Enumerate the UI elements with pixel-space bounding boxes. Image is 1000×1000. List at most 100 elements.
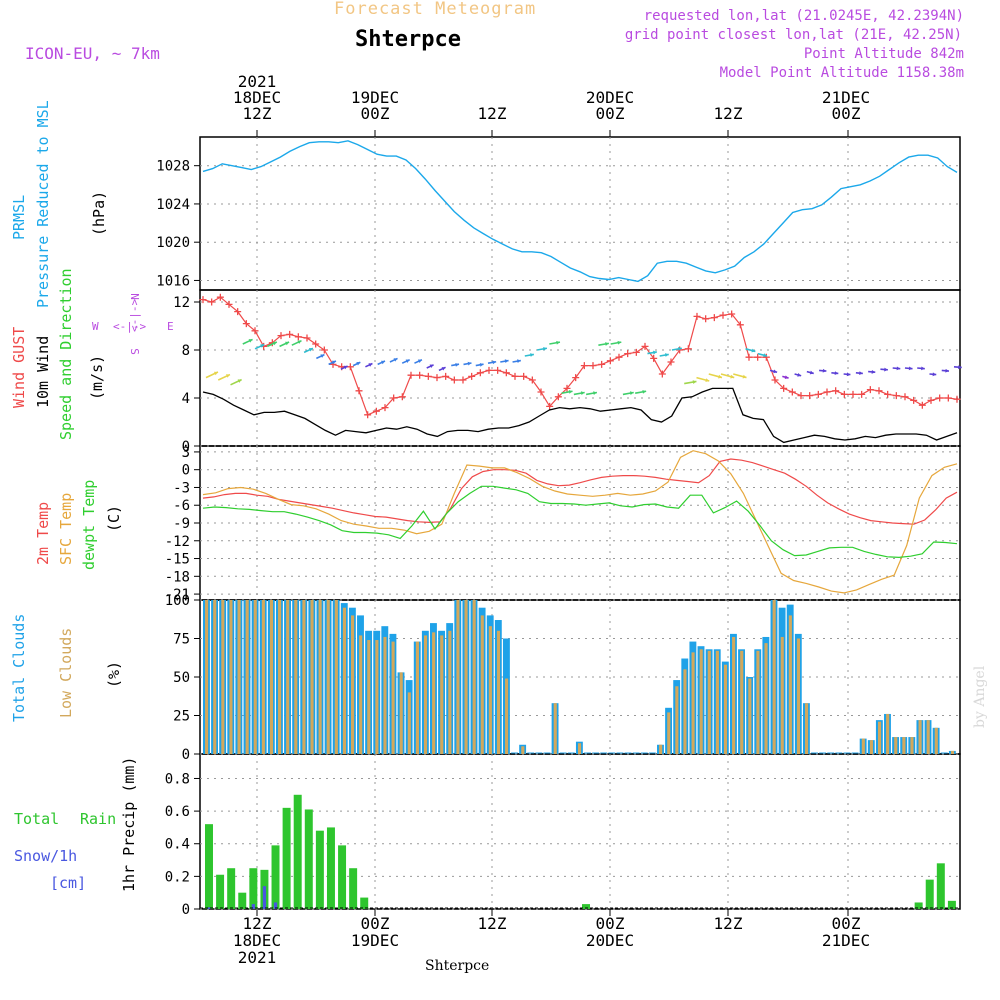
low-cloud-bar-19	[359, 635, 363, 754]
gust-marker-48	[615, 353, 623, 361]
wind-arrowhead-48	[797, 372, 802, 377]
low-cloud-bar-29	[440, 635, 444, 754]
gust-marker-1	[208, 298, 216, 306]
low-cloud-bar-11	[294, 600, 298, 754]
gust-marker-70	[806, 392, 814, 400]
gust-line	[202, 296, 958, 416]
snow-bar-5	[262, 886, 267, 909]
precip-ytick-label-0: 0.8	[165, 771, 190, 787]
gust-marker-14	[320, 346, 328, 354]
low-cloud-bar-63	[715, 650, 719, 754]
wind-arrowhead-24	[504, 359, 509, 364]
low-cloud-bar-30	[448, 630, 452, 754]
low-cloud-bar-26	[415, 641, 419, 754]
wind-arrowhead-36	[653, 350, 657, 355]
temp-ytick-label-5: -12	[165, 534, 190, 550]
low-cloud-bar-82	[869, 740, 873, 754]
wind-arrowhead-37	[664, 353, 669, 357]
gust-marker-9	[277, 332, 285, 340]
rain-bar-3	[238, 892, 247, 909]
low-cloud-bar-90	[934, 727, 938, 754]
location-title: Shterpce	[355, 27, 461, 52]
low-cloud-bar-70	[772, 600, 776, 754]
low-cloud-bar-25	[407, 692, 411, 754]
wind-arrowhead-61	[958, 365, 962, 370]
pressure-ytick-label-2: 1020	[156, 235, 190, 251]
wind-arrowhead-25	[517, 359, 521, 364]
top-time-label-0-1: 18DEC	[233, 88, 281, 107]
snow-bar-6	[273, 902, 278, 909]
gust-marker-44	[580, 362, 588, 370]
wind-arrowhead-50	[822, 368, 827, 373]
gust-marker-40	[546, 402, 554, 410]
wind-arrowhead-9	[320, 354, 325, 358]
compass-west: W	[92, 320, 99, 333]
rain-bar-4	[249, 868, 258, 909]
wind-arrowhead-11	[343, 365, 348, 370]
low-cloud-bar-10	[286, 600, 290, 754]
top-time-label-5-1: 00Z	[832, 104, 861, 123]
gust-marker-52	[650, 354, 658, 362]
low-cloud-bar-46	[578, 743, 582, 754]
wind-arrowhead-45	[763, 353, 767, 358]
low-cloud-bar-22	[383, 636, 387, 754]
low-cloud-bar-3	[229, 600, 233, 754]
precip-ytick-label-4: 0	[182, 902, 190, 918]
wind-arrowhead-26	[530, 353, 534, 357]
low-cloud-bar-27	[423, 635, 428, 754]
gust-marker-19	[364, 411, 372, 419]
gust-marker-5	[242, 320, 250, 328]
pressure-line	[202, 140, 958, 283]
low-cloud-bar-32	[464, 600, 468, 754]
total-rain-label-rain: Rain	[80, 810, 117, 828]
low-cloud-bar-31	[456, 600, 460, 754]
wind-arrowhead-0	[213, 371, 218, 376]
wind-arrowhead-43	[742, 374, 747, 379]
gust-marker-54	[667, 358, 675, 366]
wind-arrowhead-21	[467, 361, 472, 366]
top-time-label-3-0: 20DEC	[586, 88, 634, 107]
wind-arrowhead-29	[568, 389, 573, 394]
wind-arrowhead-22	[479, 362, 484, 367]
gust-marker-6	[251, 327, 259, 335]
low-cloud-bar-61	[699, 649, 703, 754]
rain-bar-67	[947, 900, 956, 909]
gust-marker-43	[572, 374, 580, 382]
wind-arrowhead-53	[859, 371, 863, 376]
gust-marker-72	[823, 388, 831, 396]
wind-arrowhead-46	[773, 369, 778, 374]
low-cloud-bar-4	[237, 600, 241, 754]
gust-marker-84	[927, 396, 935, 404]
gust-marker-73	[832, 387, 840, 395]
rain-bar-64	[914, 902, 923, 909]
low-cloud-bar-14	[318, 600, 322, 754]
gust-marker-21	[381, 404, 389, 412]
chart-main-title: Forecast Meteogram	[334, 0, 537, 19]
bottom-time-label-3-0: 00Z	[596, 914, 625, 933]
gust-marker-25	[416, 371, 424, 379]
rain-bar-0	[205, 824, 213, 909]
wind-arrowhead-32	[605, 342, 609, 346]
wind-arrowhead-5	[272, 341, 277, 346]
bottom-time-label-0-1: 18DEC	[233, 931, 281, 950]
low-cloud-bar-24	[399, 672, 403, 754]
temp-ytick-label-2: -3	[173, 480, 190, 496]
gust-marker-42	[563, 384, 571, 392]
gust-marker-0	[199, 296, 207, 304]
low-cloud-bar-68	[756, 650, 760, 754]
low-cloud-bar-5	[245, 600, 249, 754]
gust-marker-50	[632, 348, 640, 356]
gust-marker-41	[554, 393, 562, 401]
gust-marker-33	[485, 366, 493, 374]
rain-bar-6	[271, 845, 280, 909]
model-label: ICON-EU, ~ 7km	[25, 44, 160, 63]
gust-marker-45	[589, 362, 597, 370]
low-cloud-bar-74	[805, 703, 809, 754]
gust-marker-2	[216, 293, 224, 301]
rain-bar-65	[925, 879, 934, 909]
top-time-label-4-0: 12Z	[714, 104, 743, 123]
bottom-time-label-2-0: 12Z	[478, 914, 507, 933]
low-cloud-bar-92	[950, 750, 955, 754]
low-cloud-bar-73	[796, 638, 801, 754]
low-cloud-bar-57	[667, 712, 671, 754]
